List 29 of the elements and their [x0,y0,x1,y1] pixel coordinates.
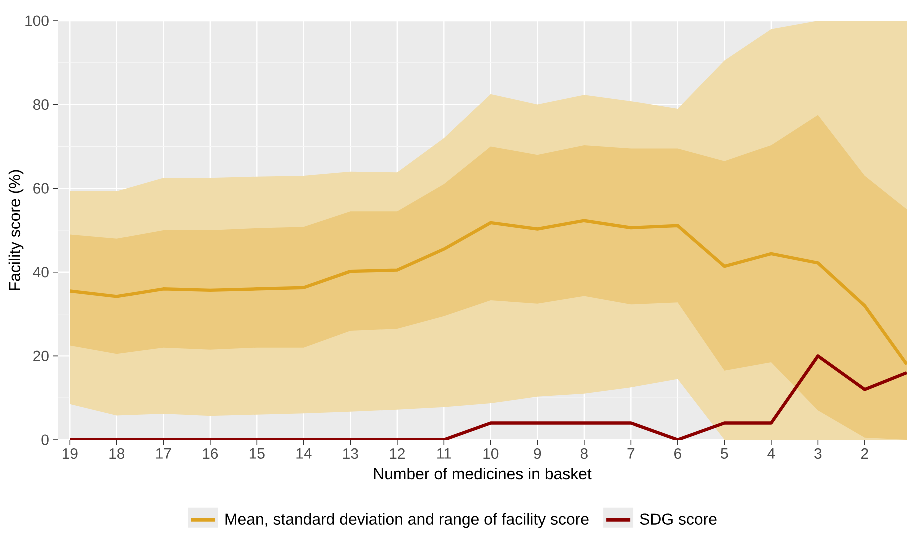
x-tick-label: 6 [674,448,682,460]
x-tick-label: 14 [296,448,312,459]
y-axis-title: Facility score (%) [8,170,24,290]
x-tick-label: 2 [862,448,868,459]
x-tick-label: 7 [628,448,635,459]
y-tick-label: 80 [34,100,49,110]
x-tick-label: 3 [814,448,822,460]
x-tick-label: 10 [484,448,499,460]
x-tick-label: 16 [203,448,218,460]
y-tick-label: 0 [42,434,49,446]
x-tick-label: 17 [156,448,172,459]
x-tick-label: 19 [62,448,78,460]
x-tick-label: 8 [580,448,588,460]
x-tick-label: 18 [110,448,125,460]
line-series [68,219,907,366]
legend-label: SDG score [640,514,717,525]
legend-label: Mean, standard deviation and range of facility score [226,513,589,528]
x-tick-label: 11 [438,448,452,459]
y-tick-label: 40 [33,267,49,278]
x-tick-label: 9 [534,448,542,460]
x-tick-label: 5 [721,448,728,459]
x-tick-label: 15 [250,448,265,459]
x-tick-label: 4 [768,448,776,459]
x-axis-title: Number of medicines in basket [374,468,592,480]
y-tick-label: 60 [34,183,49,194]
x-tick-label: 12 [390,448,405,459]
y-tick-label: 100 [26,16,49,26]
y-tick-label: 20 [34,350,49,362]
x-tick-label: 13 [343,448,358,460]
